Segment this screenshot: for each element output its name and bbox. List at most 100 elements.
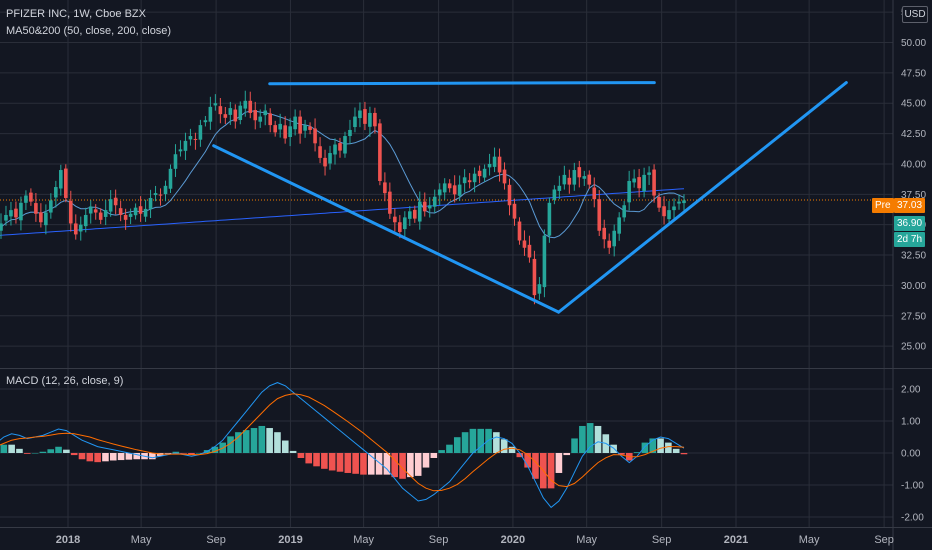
candle-body [462,177,467,184]
macd-histogram-bar [594,425,602,453]
currency-button[interactable]: USD [902,6,928,23]
candle-body [253,110,258,121]
candle-body [143,208,148,217]
candle-body [293,116,297,130]
macd-histogram-bar [281,440,289,453]
candle-body [677,201,681,204]
candle-body [457,184,462,196]
macd-histogram-bar [618,453,625,455]
trendline-1[interactable] [268,81,656,86]
candle-body [592,187,597,200]
candle-body [233,109,238,122]
candle-body [238,105,243,120]
candle-body [383,182,387,194]
macd-histogram-bar [297,453,305,458]
macd-histogram-bar [383,453,391,475]
macd-histogram-bar [493,432,500,453]
candle-body [682,200,686,204]
candle-body [622,205,626,218]
macd-histogram-bar [477,428,485,453]
candle-body [303,125,307,131]
candle-body [178,149,183,152]
grid-lines [0,0,893,527]
macd-axis-labels: 2.00 1.00 0.00 -1.00 -2.00 [901,385,924,524]
candle-body [98,212,103,220]
price-tick-label: 27.50 [901,311,926,322]
candle-body [0,223,3,231]
ma-indicator-label[interactable]: MA50&200 (50, close, 200, close) [6,25,172,37]
candle-body [547,202,552,236]
candle-body [557,185,562,191]
macd-histogram-bar [508,446,516,453]
trendline-2[interactable] [212,144,561,314]
price-tick-label: 30.00 [901,281,926,292]
candle-body [298,116,302,134]
macd-histogram-bar [414,453,422,476]
candle-body [338,143,342,151]
macd-indicator-label[interactable]: MACD (12, 26, close, 9) [6,375,124,387]
trendline-3[interactable] [557,81,848,314]
candle-body [193,138,198,140]
macd-histogram-bar [289,450,297,453]
macd-histogram-bar [571,438,578,453]
macd-histogram-bar [31,453,39,454]
candle-body [587,174,592,185]
candle-body [373,112,377,127]
candle-body [482,168,487,178]
candle-body [73,223,78,235]
time-tick-label: Sep [429,534,449,546]
macd-histogram-bar [430,453,438,458]
trendlines-group[interactable] [212,81,848,314]
candle-body [637,177,641,189]
macd-histogram-bar [235,432,242,453]
candle-body [477,170,482,177]
candle-body [183,140,188,151]
price-tick-label: 32.50 [901,251,926,262]
macd-histogram-bar [227,436,234,453]
candle-body [388,191,392,214]
macd-histogram-bar [547,453,555,489]
candle-body [278,123,282,130]
candles-group [0,90,686,305]
candle-body [283,125,287,139]
candle-body [667,210,671,220]
candle-body [88,206,93,214]
candle-body [407,211,412,219]
time-tick-label: May [131,534,152,546]
candle-body [552,189,557,200]
candle-body [447,183,452,189]
time-tick-label: Sep [652,534,672,546]
candle-body [632,178,636,183]
candle-body [268,113,273,126]
candle-body [213,103,218,106]
candle-body [83,214,88,227]
macd-histogram-bar [70,453,78,456]
candle-body [78,224,83,232]
macd-histogram-bar [461,432,469,453]
candle-body [318,146,322,158]
macd-histogram-bar [407,453,414,478]
candle-body [208,106,213,122]
candle-body [507,184,512,206]
macd-histogram-bar [133,453,141,460]
candle-body [118,208,123,215]
candle-body [24,195,28,203]
time-tick-label: 2020 [501,534,525,546]
candle-body [627,180,631,203]
last-price-tag: 36.90 [894,216,926,231]
macd-histogram-bar [8,444,15,453]
macd-histogram-bar [172,451,180,453]
macd-histogram-bar [188,453,195,456]
candle-body [103,210,108,217]
macd-histogram-bar [375,453,383,475]
candle-body [602,227,607,240]
candle-body [417,201,422,222]
candle-body [203,120,208,123]
price-tick-label: 25.00 [901,342,926,353]
macd-histogram-bar [39,451,47,453]
candle-body [288,126,292,137]
candle-body [572,170,577,185]
candle-body [123,214,128,220]
candle-body [657,196,661,208]
